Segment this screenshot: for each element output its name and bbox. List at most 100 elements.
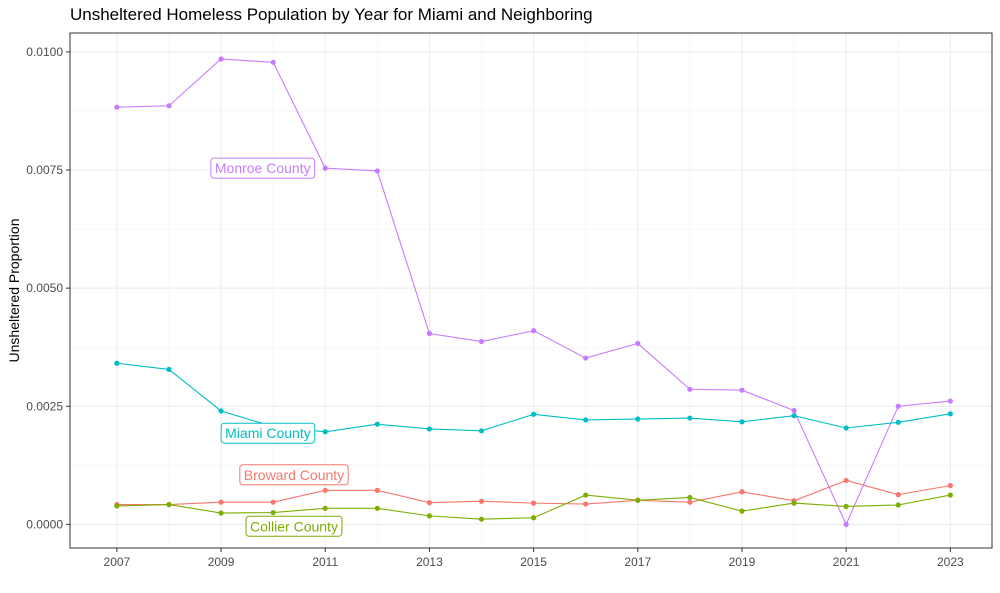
data-point-broward-county — [374, 487, 380, 493]
plot-panel-border — [69, 32, 993, 549]
data-point-miami-county — [895, 419, 901, 425]
data-point-miami-county — [531, 411, 537, 417]
data-point-broward-county — [583, 501, 589, 507]
data-point-collier-county — [322, 505, 328, 511]
series-label-collier-county: Collier County — [245, 515, 343, 537]
series-label-broward-county: Broward County — [239, 464, 349, 486]
data-point-broward-county — [270, 499, 276, 505]
data-point-broward-county — [947, 483, 953, 489]
x-tick-label: 2007 — [104, 555, 131, 569]
data-point-miami-county — [478, 428, 485, 434]
series-label-text: Miami County — [225, 425, 311, 441]
data-point-miami-county — [218, 408, 224, 414]
data-point-collier-county — [739, 508, 745, 514]
data-point-collier-county — [531, 515, 537, 521]
series-label-box — [245, 515, 343, 537]
x-tick-label: 2011 — [312, 555, 338, 569]
data-point-collier-county — [270, 509, 276, 516]
data-point-collier-county — [374, 505, 380, 511]
data-point-monroe-county — [478, 338, 485, 345]
data-point-monroe-county — [166, 103, 172, 109]
data-point-collier-county — [583, 492, 589, 498]
data-point-collier-county — [791, 500, 797, 506]
series-label-monroe-county: Monroe County — [210, 157, 316, 179]
y-axis-title: Unsheltered Proportion — [6, 219, 22, 363]
data-point-collier-county — [218, 510, 224, 516]
series-label-box — [239, 464, 349, 486]
data-point-monroe-county — [687, 386, 693, 392]
data-point-miami-county — [687, 415, 693, 421]
series-label-text: Broward County — [244, 467, 344, 483]
data-point-monroe-county — [322, 165, 328, 171]
y-tick-label: 0.0075 — [26, 163, 63, 177]
series-miami-county — [114, 360, 953, 435]
data-point-miami-county — [583, 417, 589, 423]
data-point-broward-county — [478, 498, 485, 504]
y-tick-label: 0.0000 — [26, 517, 63, 531]
data-point-broward-county — [687, 499, 693, 505]
data-point-miami-county — [843, 425, 849, 431]
x-tick-label: 2019 — [729, 555, 756, 569]
data-point-broward-county — [895, 492, 901, 498]
data-point-monroe-county — [218, 56, 224, 62]
series-label-box — [210, 157, 316, 179]
data-point-collier-county — [843, 503, 849, 510]
data-point-miami-county — [947, 411, 953, 417]
data-point-collier-county — [895, 502, 901, 508]
data-point-collier-county — [166, 501, 172, 508]
x-tick-label: 2017 — [624, 555, 651, 569]
data-point-collier-county — [426, 513, 433, 519]
data-point-monroe-county — [739, 387, 745, 393]
data-point-monroe-county — [374, 168, 380, 174]
data-point-monroe-county — [791, 407, 797, 414]
data-point-collier-county — [114, 503, 120, 509]
x-tick-label: 2023 — [937, 555, 964, 569]
data-point-miami-county — [739, 419, 745, 425]
axis-ticks: 0.0000 0.0025 0.0050 0.0075 0.0100 2007 2009 20… — [26, 45, 964, 569]
series-label-box — [220, 422, 316, 444]
data-point-collier-county — [635, 497, 641, 503]
data-point-broward-county — [322, 487, 328, 493]
data-point-broward-county — [426, 500, 433, 506]
data-point-miami-county — [635, 416, 641, 422]
data-point-collier-county — [687, 494, 693, 501]
x-tick-label: 2009 — [208, 555, 235, 569]
grid-lines — [70, 33, 992, 548]
x-tick-label: 2015 — [520, 555, 547, 569]
data-point-miami-county — [166, 366, 172, 373]
data-point-broward-county — [218, 499, 224, 505]
x-tick-label: 2021 — [833, 555, 860, 569]
data-point-collier-county — [478, 516, 485, 522]
x-tick-label: 2013 — [416, 555, 443, 569]
data-point-monroe-county — [114, 104, 120, 110]
data-point-broward-county — [843, 477, 849, 484]
y-tick-label: 0.0050 — [26, 281, 63, 295]
y-tick-label: 0.0025 — [26, 399, 63, 413]
series-labels: Monroe County Miami County Broward County C… — [210, 157, 349, 537]
data-point-miami-county — [322, 429, 328, 435]
series-group — [114, 56, 953, 527]
series-label-miami-county: Miami County — [220, 422, 316, 444]
data-point-monroe-county — [843, 521, 849, 527]
data-point-monroe-county — [583, 355, 589, 361]
series-label-text: Monroe County — [215, 160, 311, 176]
data-point-monroe-county — [635, 340, 641, 347]
data-point-monroe-county — [947, 398, 953, 404]
data-point-miami-county — [791, 413, 797, 419]
y-tick-label: 0.0100 — [26, 45, 63, 59]
chart-title: Unsheltered Homeless Population by Year … — [70, 5, 593, 24]
data-point-miami-county — [114, 360, 120, 366]
data-point-monroe-county — [895, 403, 901, 409]
data-point-miami-county — [374, 421, 380, 427]
data-point-broward-county — [739, 489, 745, 495]
series-label-text: Collier County — [250, 518, 338, 534]
series-monroe-county — [114, 56, 953, 527]
series-collier-county — [114, 492, 953, 522]
data-point-collier-county — [947, 492, 953, 498]
data-point-monroe-county — [270, 59, 276, 65]
data-point-broward-county — [531, 500, 537, 506]
data-point-monroe-county — [426, 330, 433, 337]
data-point-monroe-county — [531, 328, 537, 334]
data-point-miami-county — [426, 426, 433, 432]
